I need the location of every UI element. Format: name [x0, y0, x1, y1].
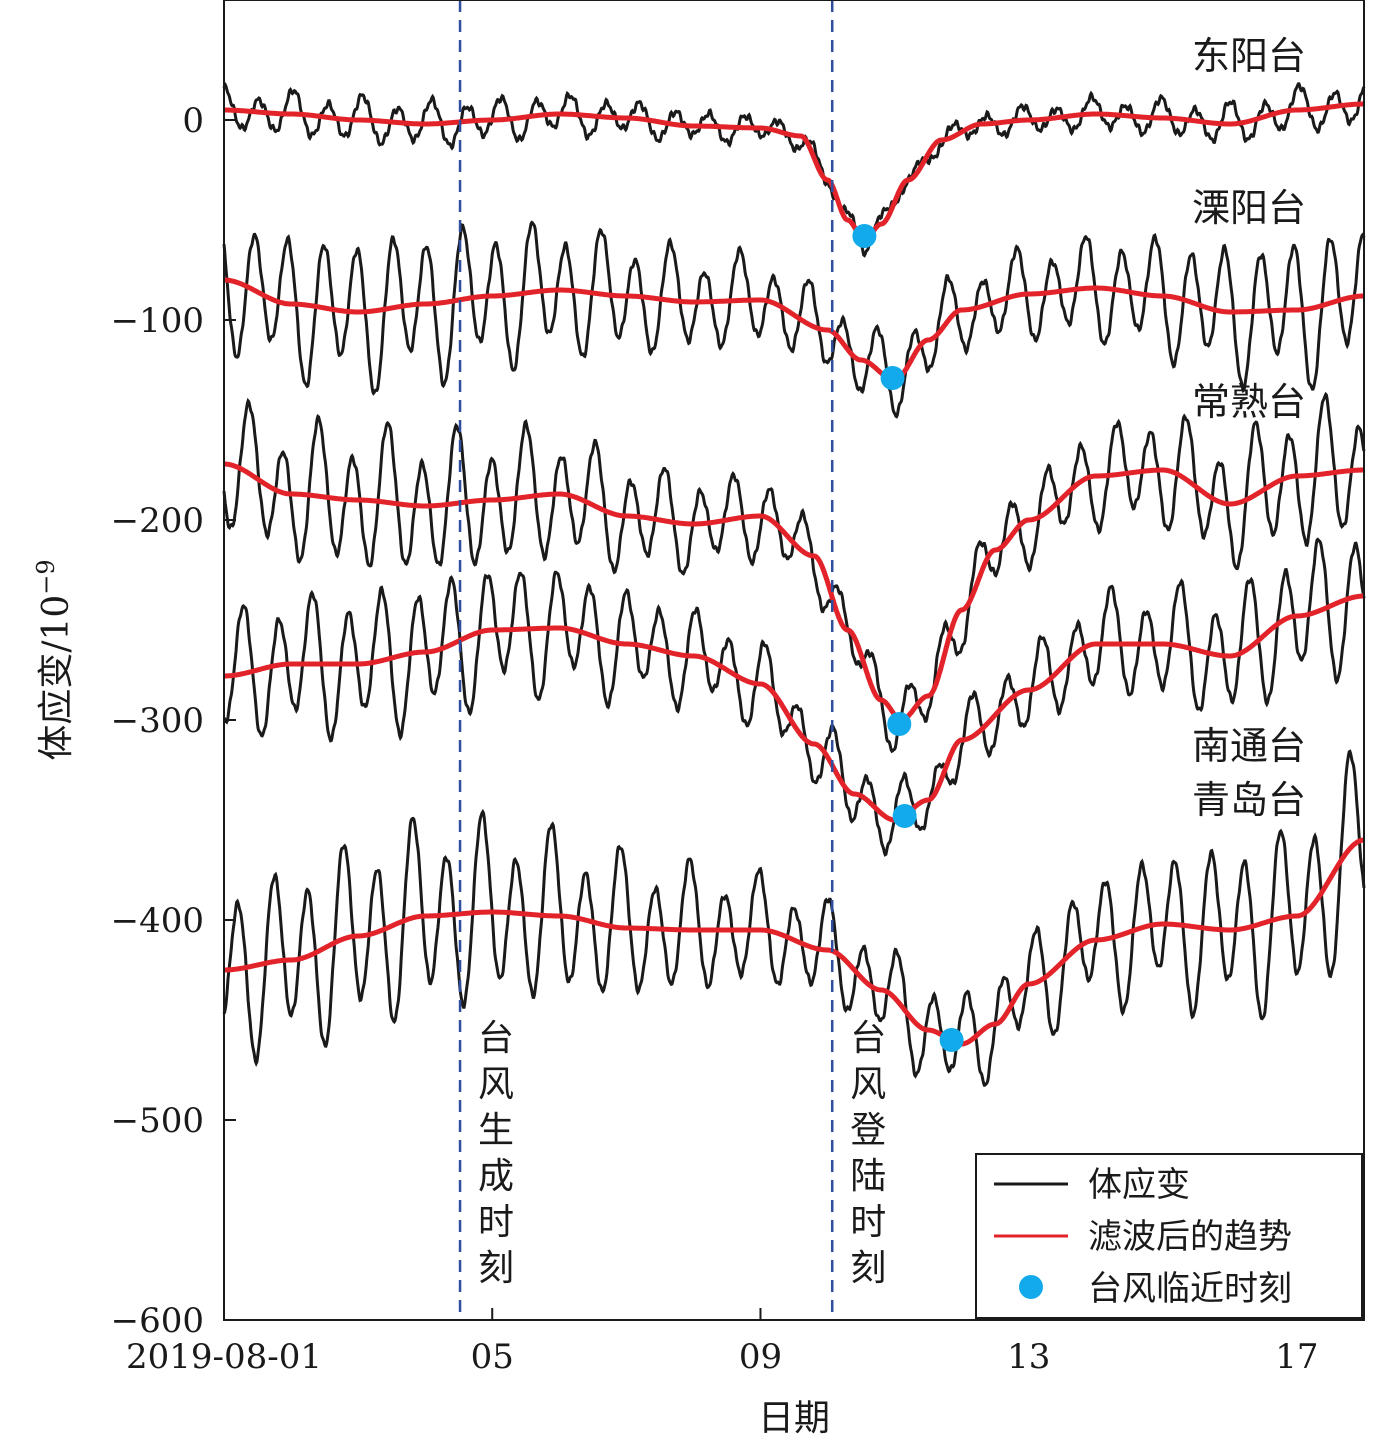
typhoon-marker [852, 224, 877, 248]
station-label: 青岛台 [1192, 778, 1306, 822]
trend-line [224, 277, 1364, 383]
vline-label-char: 时 [478, 1202, 514, 1243]
station-label: 东阳台 [1192, 34, 1306, 78]
legend-label-raw: 体应变 [1088, 1165, 1190, 1205]
raw-strain-line [222, 537, 1366, 857]
vline-label-char: 时 [850, 1202, 886, 1243]
legend-label-marker: 台风临近时刻 [1088, 1269, 1292, 1309]
station-label: 常熟台 [1192, 380, 1306, 424]
vline-label-char: 风 [478, 1064, 514, 1105]
y-axis-title-text: 体应变/10 [36, 595, 77, 761]
trend-line [224, 593, 1364, 823]
vline-label-char: 陆 [850, 1156, 886, 1197]
typhoon-marker [939, 1028, 964, 1052]
trend-line [224, 101, 1364, 243]
vline-label-char: 登 [850, 1110, 886, 1151]
raw-strain-line [222, 220, 1366, 419]
y-tick-label: 0 [182, 101, 204, 141]
legend-label-trend: 滤波后的趋势 [1088, 1217, 1292, 1257]
typhoon-marker [880, 366, 905, 390]
trend-line [224, 837, 1364, 1047]
legend: 体应变 滤波后的趋势 台风临近时刻 [975, 1153, 1363, 1319]
vline-label-char: 风 [850, 1064, 886, 1105]
y-tick-label: −500 [111, 1101, 204, 1141]
x-tick-label: 05 [471, 1337, 514, 1377]
axis-layer: 2019-08-01 05 09 13 17 0 −100 −200 −300 −400 −500 −… [111, 101, 1319, 1377]
vline-label-char: 成 [478, 1156, 514, 1197]
x-axis-title: 日期 [758, 1398, 830, 1439]
typhoon-marker [892, 804, 917, 828]
y-tick-label: −200 [111, 501, 204, 541]
y-tick-label: −300 [111, 701, 204, 741]
legend-swatch-marker [1019, 1275, 1043, 1299]
station-label: 溧阳台 [1192, 186, 1306, 230]
svg-text:体应变/10−9: 体应变/10−9 [32, 559, 77, 760]
y-tick-label: −400 [111, 901, 204, 941]
y-tick-label: −100 [111, 301, 204, 341]
trend-line [224, 461, 1364, 723]
raw-strain-line [222, 749, 1366, 1087]
vline-label-char: 生 [478, 1110, 514, 1151]
plot-frame [223, 0, 1365, 1321]
raw-strain-line [222, 391, 1366, 754]
x-tick-label: 17 [1275, 1337, 1318, 1377]
x-tick-label: 09 [739, 1337, 782, 1377]
x-tick-label: 13 [1007, 1337, 1050, 1377]
vline-label-char: 台 [850, 1018, 886, 1059]
typhoon-marker [887, 712, 912, 736]
station-label: 南通台 [1192, 724, 1306, 768]
y-axis-title: 体应变/10−9 [32, 559, 77, 760]
vline-label-char: 刻 [478, 1248, 514, 1289]
raw-strain-line [222, 82, 1366, 258]
x-tick-label: 2019-08-01 [126, 1337, 322, 1377]
vline-label-char: 台 [478, 1018, 514, 1059]
series-layer [222, 82, 1366, 1087]
y-tick-label: −600 [111, 1301, 204, 1341]
vline-label-char: 刻 [850, 1248, 886, 1289]
y-axis-exponent: −9 [32, 559, 60, 594]
marker-layer [852, 224, 964, 1052]
